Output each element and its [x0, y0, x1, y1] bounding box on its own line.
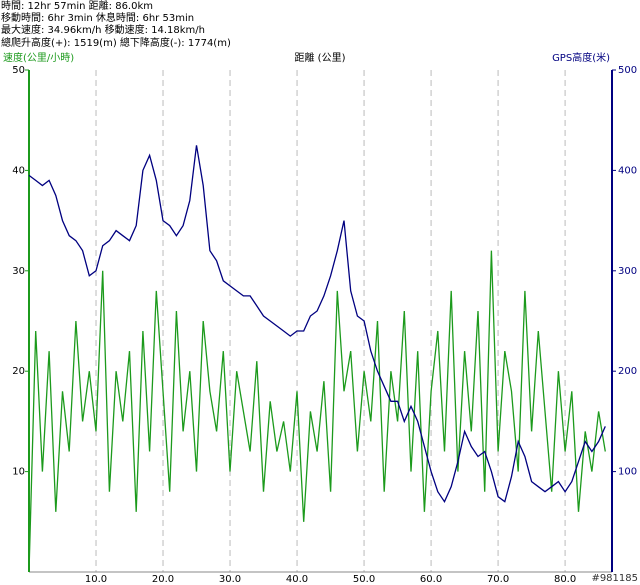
watermark: #981185 — [591, 573, 638, 584]
y2-tick-label: 300 — [618, 266, 637, 277]
series-line — [28, 250, 606, 573]
header-line: 移動時間: 6hr 3min 休息時間: 6hr 53min — [1, 11, 194, 24]
x-tick-label: 60.0 — [420, 574, 442, 585]
y-axis-title: 速度(公里/小時) — [3, 51, 74, 64]
y-tick-label: 50 — [12, 65, 25, 76]
y2-tick-label: 500 — [618, 65, 637, 76]
x-tick-label: 40.0 — [286, 574, 308, 585]
y2-tick-label: 100 — [618, 467, 637, 478]
y-tick-label: 10 — [12, 467, 25, 478]
x-axis-title: 距離 (公里) — [295, 51, 346, 64]
y-tick-label: 30 — [12, 266, 25, 277]
y2-axis-title: GPS高度(米) — [552, 51, 610, 64]
header-line: 時間: 12hr 57min 距離: 86.0km — [1, 0, 153, 12]
x-tick-label: 10.0 — [85, 574, 107, 585]
y-tick-label: 40 — [12, 165, 25, 176]
header-line: 總爬升高度(+): 1519(m) 總下降高度(-): 1774(m) — [1, 36, 231, 49]
y2-tick-label: 200 — [618, 366, 637, 377]
series-line — [28, 145, 606, 504]
header-line: 最大速度: 34.96km/h 移動速度: 14.18km/h — [1, 23, 205, 36]
y2-tick-label: 400 — [618, 165, 637, 176]
x-tick-label: 20.0 — [152, 574, 174, 585]
x-tick-label: 70.0 — [487, 574, 509, 585]
x-tick-label: 80.0 — [554, 574, 576, 585]
x-tick-label: 50.0 — [353, 574, 375, 585]
x-tick-label: 30.0 — [219, 574, 241, 585]
y-tick-label: 20 — [12, 366, 25, 377]
